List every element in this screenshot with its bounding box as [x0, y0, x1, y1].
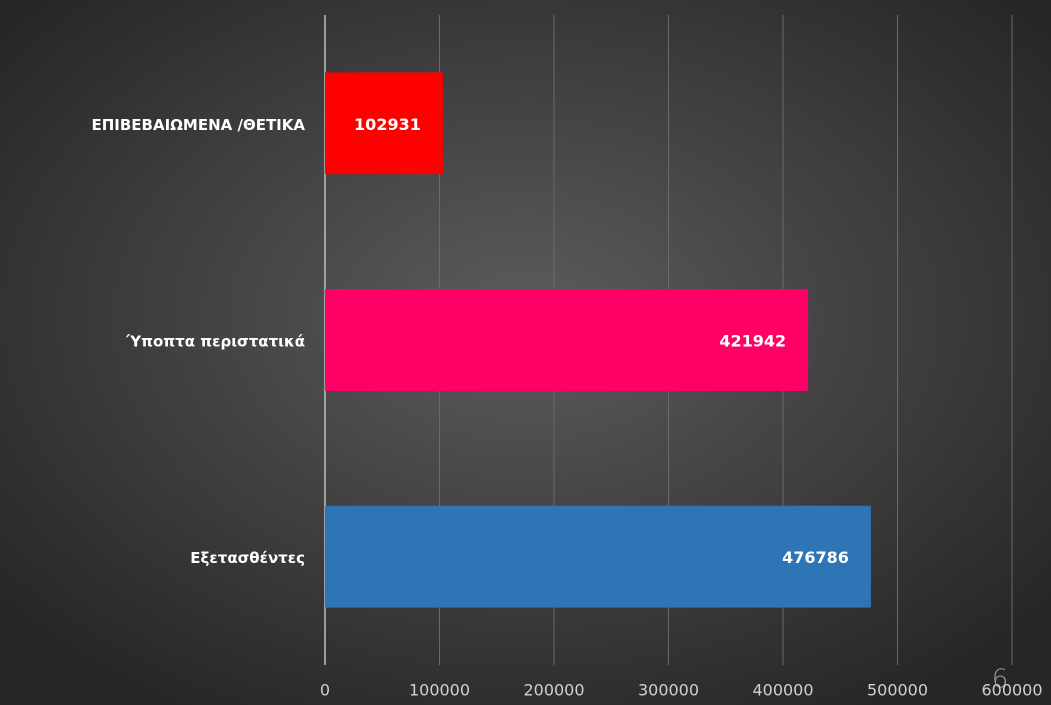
bar	[325, 72, 443, 175]
x-tick-label: 0	[320, 681, 330, 700]
y-tick-label: Ύποπτα περιστατικά	[125, 333, 305, 351]
value-label: 421942	[719, 332, 786, 351]
x-tick-label: 600000	[981, 681, 1042, 700]
value-label: 102931	[354, 115, 421, 134]
x-tick-label: 500000	[867, 681, 928, 700]
x-tick-label: 200000	[523, 681, 584, 700]
value-label: 476786	[782, 548, 849, 567]
bar	[325, 505, 871, 608]
y-tick-label: ΕΠΙΒΕΒΑΙΩΜΕΝΑ /ΘΕΤΙΚΑ	[91, 116, 305, 134]
x-tick-label: 400000	[752, 681, 813, 700]
y-tick-label: Εξετασθέντες	[190, 549, 305, 567]
x-tick-label: 300000	[638, 681, 699, 700]
bar	[325, 289, 809, 391]
slide-number: 6	[992, 665, 1009, 695]
x-tick-label: 100000	[409, 681, 470, 700]
